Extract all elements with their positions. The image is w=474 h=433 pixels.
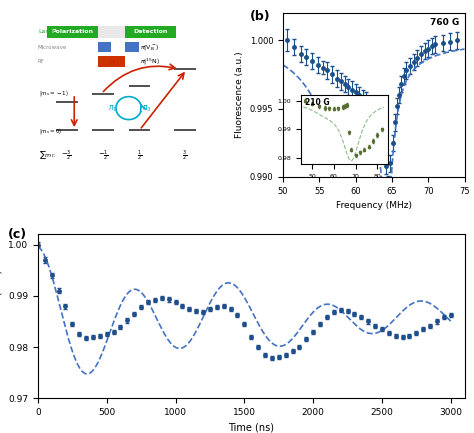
Text: $-\frac{3}{2}$: $-\frac{3}{2}$ — [62, 149, 73, 163]
FancyBboxPatch shape — [98, 42, 111, 52]
FancyBboxPatch shape — [92, 93, 114, 95]
Text: $\pi_1$: $\pi_1$ — [108, 103, 117, 114]
Text: Polarization: Polarization — [51, 29, 93, 34]
FancyBboxPatch shape — [47, 26, 98, 38]
FancyBboxPatch shape — [56, 129, 78, 131]
Text: $|m_s=0\rangle$: $|m_s=0\rangle$ — [39, 126, 62, 136]
FancyBboxPatch shape — [125, 42, 139, 52]
Y-axis label: Fluorescence (a.u.): Fluorescence (a.u.) — [0, 270, 2, 363]
FancyBboxPatch shape — [128, 85, 150, 87]
FancyBboxPatch shape — [98, 26, 125, 38]
Text: $\pi_2$: $\pi_2$ — [109, 58, 119, 69]
Text: RF: RF — [38, 59, 45, 64]
FancyBboxPatch shape — [92, 129, 114, 131]
Text: $\sum m_I$:: $\sum m_I$: — [39, 150, 55, 162]
FancyBboxPatch shape — [125, 26, 176, 38]
Text: 760 G: 760 G — [430, 18, 459, 27]
FancyBboxPatch shape — [98, 56, 125, 67]
Text: Detection: Detection — [133, 29, 168, 34]
FancyBboxPatch shape — [174, 68, 196, 71]
Y-axis label: Fluorescence (a.u.): Fluorescence (a.u.) — [235, 52, 244, 138]
Text: $\frac{3}{2}$: $\frac{3}{2}$ — [182, 149, 188, 163]
X-axis label: Time (ns): Time (ns) — [228, 423, 274, 433]
Text: $\pi|^{15}\mathrm{N}\rangle$: $\pi|^{15}\mathrm{N}\rangle$ — [140, 57, 161, 67]
Text: $|m_s=-1\rangle$: $|m_s=-1\rangle$ — [39, 87, 69, 97]
X-axis label: Frequency (MHz): Frequency (MHz) — [336, 201, 412, 210]
Text: $\pi|\mathrm{V}_\mathrm{B}^-\rangle$: $\pi|\mathrm{V}_\mathrm{B}^-\rangle$ — [140, 42, 160, 52]
Text: $-\frac{1}{2}$: $-\frac{1}{2}$ — [98, 149, 109, 163]
Text: Microwave: Microwave — [38, 45, 67, 49]
FancyBboxPatch shape — [56, 101, 78, 103]
Text: Laser: Laser — [38, 29, 55, 34]
Text: (c): (c) — [8, 228, 27, 241]
FancyBboxPatch shape — [174, 129, 196, 131]
Text: $\frac{1}{2}$: $\frac{1}{2}$ — [137, 149, 142, 163]
FancyBboxPatch shape — [128, 129, 150, 131]
Text: $\pi_3$: $\pi_3$ — [142, 103, 152, 114]
Text: (b): (b) — [250, 10, 271, 23]
